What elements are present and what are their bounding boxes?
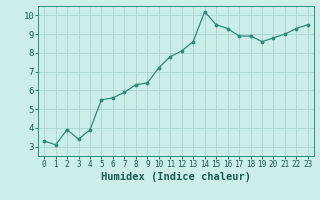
X-axis label: Humidex (Indice chaleur): Humidex (Indice chaleur) xyxy=(101,172,251,182)
